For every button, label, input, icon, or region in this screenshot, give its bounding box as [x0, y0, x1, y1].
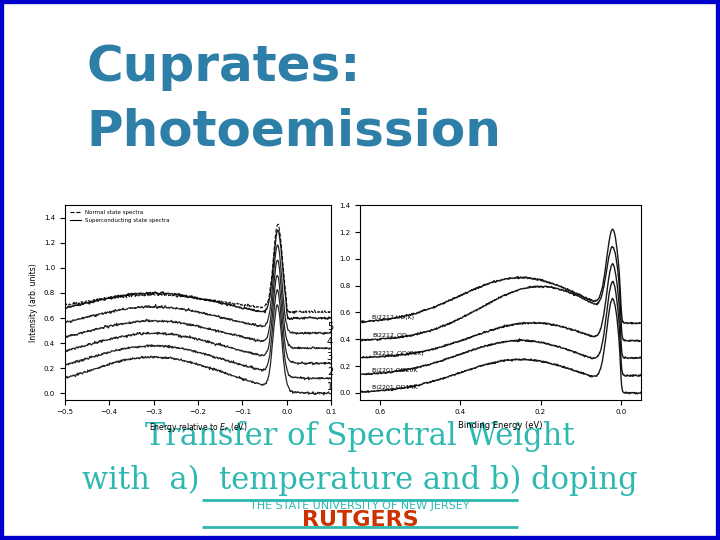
Text: 5: 5 — [327, 322, 333, 332]
Text: 1: 1 — [327, 382, 333, 392]
Text: THE STATE UNIVERSITY OF NEW JERSEY: THE STATE UNIVERSITY OF NEW JERSEY — [251, 501, 469, 511]
X-axis label: Binding Energy (eV): Binding Energy (eV) — [458, 421, 543, 430]
Text: Bi2212_OD(73K): Bi2212_OD(73K) — [372, 350, 424, 355]
Text: with  a)  temperature and b) doping: with a) temperature and b) doping — [82, 464, 638, 496]
Text: Bi2201 OD20K: Bi2201 OD20K — [372, 368, 418, 373]
Text: 3: 3 — [327, 352, 333, 362]
X-axis label: Energy relative to $E_F$ (eV): Energy relative to $E_F$ (eV) — [149, 421, 247, 434]
Text: 4: 4 — [327, 337, 333, 347]
Text: Bi2212_OD...: Bi2212_OD... — [372, 333, 413, 338]
Text: Bi2212 UD(K): Bi2212 UD(K) — [372, 315, 414, 320]
Text: Cuprates:: Cuprates: — [86, 43, 361, 91]
Text: Transfer of Spectral Weight: Transfer of Spectral Weight — [145, 421, 575, 452]
Text: Photoemission: Photoemission — [86, 108, 501, 156]
Text: Bi2201 OD14K: Bi2201 OD14K — [372, 385, 418, 390]
Legend: Normal state spectra, Superconducting state spectra: Normal state spectra, Superconducting st… — [68, 208, 172, 225]
Y-axis label: Intensity (arb. units): Intensity (arb. units) — [30, 263, 38, 342]
Text: 2: 2 — [327, 367, 333, 377]
Text: RUTGERS: RUTGERS — [302, 510, 418, 530]
